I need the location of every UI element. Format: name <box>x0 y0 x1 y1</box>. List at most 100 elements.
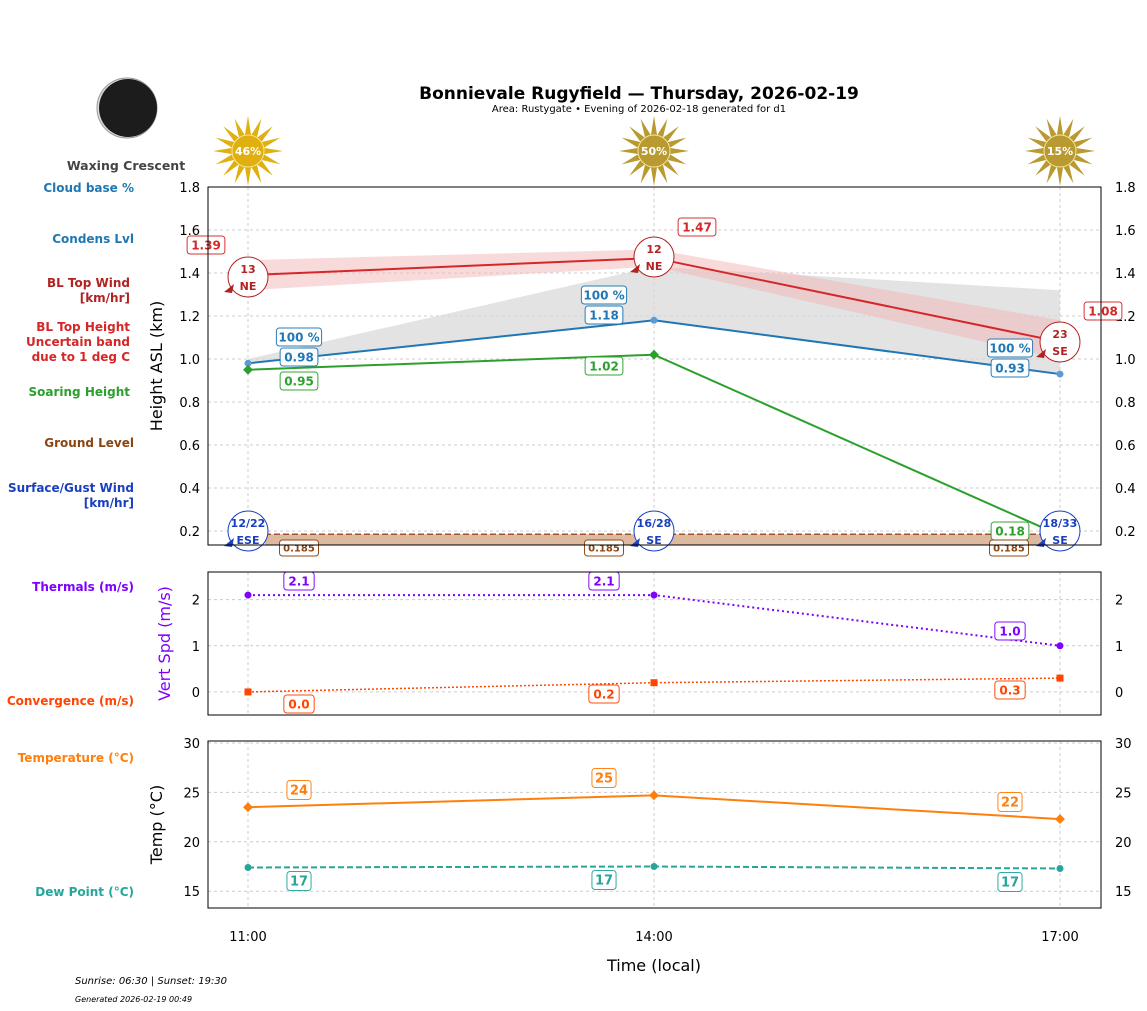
y-tick-label: 25 <box>183 786 200 801</box>
chart-title: Bonnievale Rugyfield — Thursday, 2026-02… <box>419 84 859 104</box>
convergence-label: 0.3 <box>994 680 1026 700</box>
y-axis-label: Height ASL (km) <box>147 301 166 431</box>
thermals-label-text: 2.1 <box>288 574 309 588</box>
y-tick-label-right: 20 <box>1115 836 1132 851</box>
legend-label-text: Cloud base % <box>43 181 134 195</box>
legend-label-text: Soaring Height <box>29 385 131 399</box>
dew_point-label: 17 <box>591 870 617 890</box>
thermals-label: 1.0 <box>994 621 1026 641</box>
cloud-base-pct-label-text: 100 % <box>278 330 319 344</box>
legend-label-text: Uncertain band <box>26 335 130 349</box>
bl-top-label-text: 1.47 <box>682 220 712 234</box>
condens-level-label: 0.98 <box>279 347 319 367</box>
surface-wind-marker-direction: SE <box>1052 534 1067 547</box>
condens-level-label-box <box>990 358 1030 378</box>
dew_point-label: 17 <box>997 872 1023 892</box>
y-tick-label-right: 0.4 <box>1115 482 1136 497</box>
temperature-label-text: 22 <box>1001 796 1019 811</box>
y-tick-label: 0.6 <box>179 439 200 454</box>
y-tick-label: 1 <box>192 640 200 655</box>
y-tick-label: 0.2 <box>179 525 200 540</box>
convergence-label-box <box>283 694 315 714</box>
ground-level-label: 0.185 <box>584 539 624 557</box>
condens-level-label: 0.93 <box>990 358 1030 378</box>
legend-label-text: [km/hr] <box>84 496 134 510</box>
bl-top-label: 1.47 <box>677 217 717 237</box>
thermals-point <box>650 591 658 599</box>
temperature-point <box>649 790 659 801</box>
bl-top-uncertainty-band <box>248 249 1060 360</box>
sun-icon: 15% <box>1025 116 1095 186</box>
bl-top-label: 1.39 <box>186 235 226 255</box>
sun-disc-icon <box>231 134 265 168</box>
y-tick-label: 0.4 <box>179 482 200 497</box>
bl-top-wind-marker: 23 SE <box>1036 321 1081 363</box>
surface-wind-marker-speed: 16/28 <box>637 517 672 530</box>
thermals-point <box>244 591 252 599</box>
y-tick-label: 1.0 <box>179 353 200 368</box>
bl-top-wind-marker-circle <box>633 236 675 278</box>
condens-point <box>1056 370 1064 378</box>
cloud-base-pct-label: 100 % <box>580 285 628 305</box>
surface-wind-marker-speed: 12/22 <box>231 517 266 530</box>
ground-level-label-box <box>989 539 1029 557</box>
thermals-label: 2.1 <box>588 571 620 591</box>
surface-wind-marker-direction: SE <box>646 534 661 547</box>
moon-icon <box>96 77 158 139</box>
sun-times: Sunrise: 06:30 | Sunset: 19:30 <box>75 976 227 987</box>
soaring-height-label: 1.02 <box>584 356 624 376</box>
ground-level-label-text: 0.185 <box>588 544 620 555</box>
cloud-base-pct-label-box <box>580 285 628 305</box>
soaring-height-label-text: 1.02 <box>589 359 619 373</box>
dew_point-point <box>650 862 658 870</box>
temperature-label-box <box>286 780 312 800</box>
soaring-height-label-text: 0.95 <box>284 374 314 388</box>
bl-top-label-box <box>186 235 226 255</box>
y-tick-label-right: 30 <box>1115 737 1132 752</box>
x-tick-label: 14:00 <box>635 930 672 945</box>
condens-point <box>650 316 658 324</box>
soaring-height-label-box <box>279 371 319 391</box>
legend-label: Surface/Gust Wind[km/hr] <box>8 481 134 510</box>
plot-frame <box>207 571 1102 716</box>
condens-level-label: 1.18 <box>584 305 624 325</box>
generated-time: Generated 2026-02-19 00:49 <box>75 995 192 1004</box>
legend-label: Convergence (m/s) <box>7 694 134 708</box>
legend-label-text: [km/hr] <box>80 291 130 305</box>
y-tick-label-right: 15 <box>1115 885 1132 900</box>
y-tick-label-right: 1 <box>1115 640 1123 655</box>
convergence-line <box>247 677 1061 693</box>
y-tick-label: 1.8 <box>179 181 200 196</box>
surface-wind-marker-arrow-icon <box>224 538 234 547</box>
y-tick-label-right: 0.8 <box>1115 396 1136 411</box>
bl-top-wind-marker-speed: 12 <box>646 243 661 256</box>
convergence-label: 0.2 <box>588 684 620 704</box>
surface-wind-marker: 18/33 SE <box>1036 510 1081 552</box>
sun-badge-label: 50% <box>641 145 667 158</box>
soaring-point <box>243 364 253 375</box>
thermals-label-text: 2.1 <box>593 574 614 588</box>
x-axis-label: Time (local) <box>606 956 701 975</box>
y-tick-label: 30 <box>183 737 200 752</box>
legend-label-text: Temperature (°C) <box>18 751 134 765</box>
legend-label-text: Dew Point (°C) <box>35 885 134 899</box>
bl-top-label-box <box>677 217 717 237</box>
y-tick-label-right: 0.2 <box>1115 525 1136 540</box>
cloud-base-pct-label-box <box>275 327 323 347</box>
y-tick-label-right: 1.0 <box>1115 353 1136 368</box>
soaring-point <box>649 349 659 360</box>
convergence-label-box <box>588 684 620 704</box>
y-tick-label-right: 1.4 <box>1115 267 1136 282</box>
legend-label-text: due to 1 deg C <box>32 350 131 364</box>
condens-level-label-text: 0.98 <box>284 350 314 364</box>
convergence-label-text: 0.3 <box>999 683 1020 697</box>
legend-label: Soaring Height <box>29 385 131 399</box>
temperature-label: 25 <box>591 768 617 788</box>
sun-badge-label: 15% <box>1047 145 1073 158</box>
legend-label-text: Thermals (m/s) <box>32 580 134 594</box>
thermals-label-box <box>994 621 1026 641</box>
temperature-point <box>1055 814 1065 825</box>
moon-phase-label: Waxing Crescent <box>67 158 185 173</box>
bl-top-wind-marker-circle <box>227 256 269 298</box>
bl-top-wind-marker-direction: NE <box>646 260 663 273</box>
